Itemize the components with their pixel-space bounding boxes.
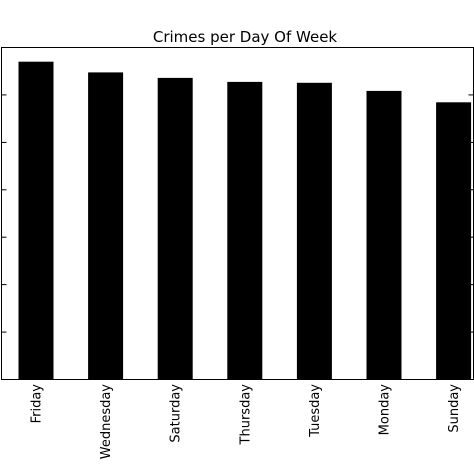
x-tick-label-tuesday: Tuesday (308, 384, 323, 438)
bar-sunday (436, 102, 472, 380)
bar-group (18, 61, 472, 380)
x-axis-tick-labels: Friday Wednesday Saturday Thursday Tuesday Mo… (30, 375, 462, 460)
x-tick-label-thursday: Thursday (238, 384, 253, 446)
x-tick-label-wednesday: Wednesday (99, 384, 114, 460)
bar-wednesday (88, 72, 124, 380)
y-axis-ticks (1, 47, 474, 380)
x-tick-label-monday: Monday (378, 384, 393, 436)
bar-saturday (157, 77, 193, 380)
x-tick-label-sunday: Sunday (447, 384, 462, 433)
x-tick-label-friday: Friday (30, 384, 45, 424)
bar-monday (366, 90, 402, 380)
bar-thursday (227, 81, 263, 380)
x-tick-label-saturday: Saturday (169, 384, 184, 443)
bar-friday (18, 61, 54, 380)
bar-tuesday (296, 82, 332, 380)
chart-title: Crimes per Day Of Week (153, 28, 338, 46)
